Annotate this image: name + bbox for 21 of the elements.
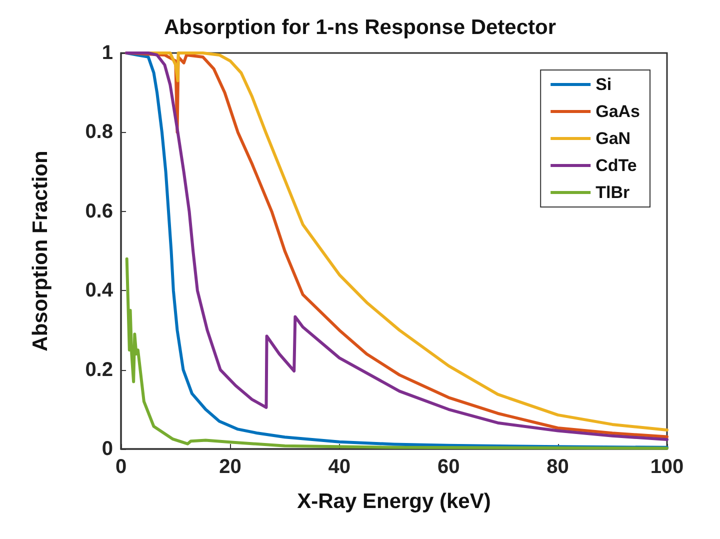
line-series — [125, 257, 668, 450]
y-tick-label: 0.2 — [85, 358, 113, 381]
x-tick-label: 0 — [115, 456, 127, 478]
x-tick-label: 40 — [328, 456, 351, 478]
x-tick-label: 20 — [219, 456, 242, 478]
y-tick-label: 0.8 — [85, 121, 113, 144]
y-tick-label: 0 — [102, 438, 113, 460]
y-tick-label: 0.4 — [85, 280, 114, 302]
x-tick-label: 80 — [546, 456, 569, 478]
chart-title: Absorption for 1-ns Response Detector — [164, 16, 556, 39]
legend-label: GaAs — [596, 102, 640, 121]
legend-label: GaN — [596, 129, 631, 148]
x-tick-label: 60 — [437, 456, 460, 478]
x-tick-label: 100 — [650, 456, 684, 478]
y-axis-title: Absorption Fraction — [29, 150, 52, 352]
y-tick-label: 0.6 — [85, 200, 113, 222]
legend-label: TlBr — [596, 183, 630, 202]
y-tick-label: 1 — [102, 42, 113, 64]
legend-label: Si — [596, 75, 612, 94]
legend-label: CdTe — [596, 156, 637, 175]
x-axis-title: X-Ray Energy (keV) — [297, 490, 491, 513]
